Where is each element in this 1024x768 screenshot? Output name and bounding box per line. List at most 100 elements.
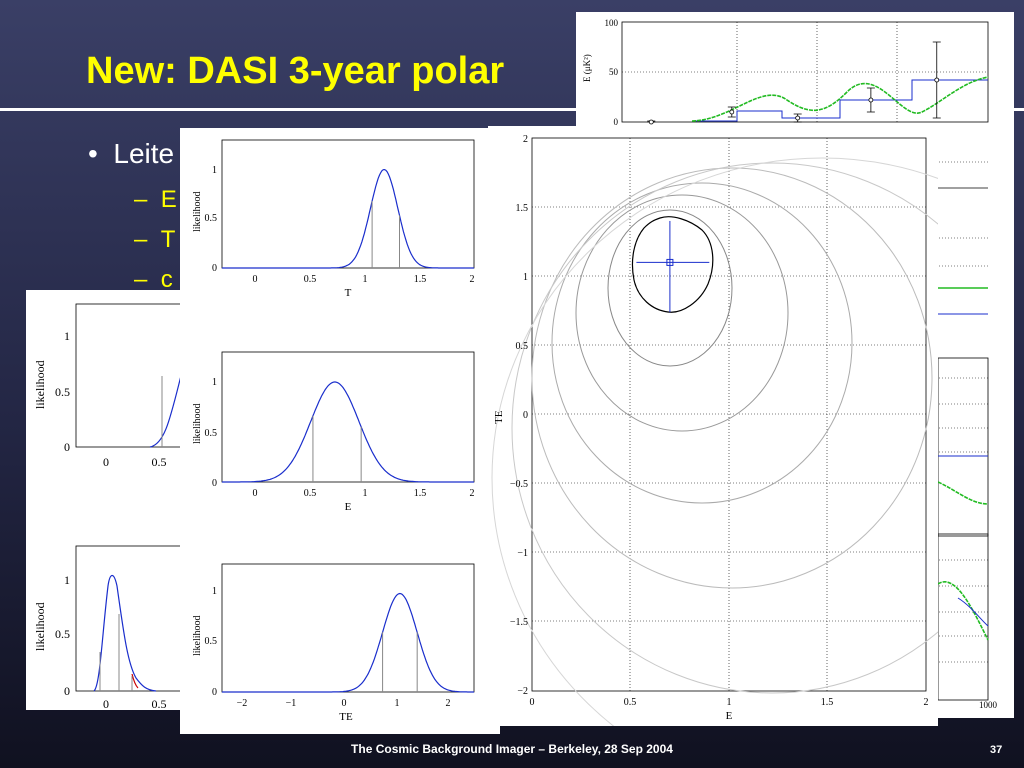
contour-ytick-2: 2 — [523, 134, 528, 145]
e-ylabel: likelihood — [192, 403, 203, 444]
bl-bot-ytick-0: 0 — [64, 684, 70, 698]
e-ytick-05: 0.5 — [205, 428, 218, 439]
spectrum-ytick-50: 50 — [609, 67, 619, 77]
spectrum-grid — [622, 22, 988, 122]
bl-bot-ytick-1: 1 — [64, 573, 70, 587]
e-xtick-05: 0.5 — [304, 488, 317, 499]
spectrum-ytick-0: 0 — [614, 117, 619, 127]
likelihood-figure: 1 0.5 0 0 0.5 1 1.5 2 T likelihood 1 0.5… — [192, 139, 475, 723]
spectrum-point-4 — [868, 97, 874, 103]
spectrum-point-2 — [729, 109, 735, 115]
spectrum-point-3 — [795, 115, 801, 121]
page-number: 37 — [990, 744, 1003, 756]
bl-top-ytick-0: 0 — [64, 440, 70, 454]
e-ytick-1: 1 — [212, 377, 217, 388]
likelihood-panel: 1 0.5 0 0 0.5 1 1.5 2 T likelihood 1 0.5… — [180, 128, 500, 734]
contour-ylabel: TE — [493, 410, 505, 424]
spectrum-bandpower-steps — [692, 79, 988, 122]
sub-item-3: – c — [134, 266, 173, 293]
contour-ytick-05: 0.5 — [516, 341, 529, 352]
spectrum-point-1 — [648, 119, 654, 125]
spectrum-ylabel: E (μK²) — [582, 54, 592, 82]
contour-ytick-1: 1 — [523, 272, 528, 283]
e-xtick-0: 0 — [253, 488, 258, 499]
e-xtick-1: 1 — [363, 488, 368, 499]
slide-title: New: DASI 3-year polar — [86, 50, 505, 92]
t-interval-lines — [371, 201, 400, 268]
sub-item-1-text: E — [160, 186, 177, 213]
bl-top-ytick-05: 0.5 — [55, 385, 70, 399]
contour-ytick-m15: −1.5 — [510, 617, 528, 628]
spectrum-model-curve — [691, 76, 989, 122]
t-subplot: 1 0.5 0 0 0.5 1 1.5 2 T likelihood — [192, 139, 475, 299]
contour-rings — [491, 157, 1024, 768]
t-ylabel: likelihood — [192, 191, 203, 232]
best-fit-point — [666, 258, 674, 266]
t-xlabel: T — [345, 287, 352, 299]
te-ytick-1: 1 — [212, 586, 217, 597]
te-xtick-0: 0 — [342, 698, 347, 709]
contour-ytick-0: 0 — [523, 410, 528, 421]
bl-top-xtick-0: 0 — [103, 455, 109, 469]
t-xtick-1: 1 — [363, 274, 368, 285]
t-ytick-0: 0 — [212, 263, 217, 274]
contour-xtick-2: 2 — [924, 697, 929, 708]
e-ytick-0: 0 — [212, 478, 217, 489]
bl-bot-red-tail — [131, 673, 139, 689]
spectrum-points — [647, 41, 941, 125]
te-xlabel: TE — [339, 711, 353, 723]
contour-xlabel: E — [726, 710, 733, 722]
e-interval-lines — [312, 415, 362, 482]
contour-xtick-1: 1 — [727, 697, 732, 708]
sub-item-1: – E — [134, 186, 177, 213]
t-ytick-05: 0.5 — [205, 213, 218, 224]
bullet-text: Leite — [113, 138, 175, 169]
contour-ytick-15: 1.5 — [516, 203, 529, 214]
contour-xtick-15: 1.5 — [821, 697, 834, 708]
t-xtick-2: 2 — [470, 274, 475, 285]
spectrum-xtick-1000: 1000 — [979, 700, 998, 710]
bl-top-ytick-1: 1 — [64, 329, 70, 343]
t-xtick-0: 0 — [253, 274, 258, 285]
slide-footer: The Cosmic Background Imager – Berkeley,… — [351, 742, 673, 756]
bl-bot-xtick-05: 0.5 — [152, 697, 167, 710]
te-ytick-05: 0.5 — [205, 636, 218, 647]
contour-core-ring — [631, 216, 714, 313]
e-xtick-2: 2 — [470, 488, 475, 499]
t-likelihood-curve — [222, 168, 474, 269]
best-fit-marker — [636, 220, 710, 313]
te-xtick-m2: −2 — [237, 698, 248, 709]
bl-bot-ytick-05: 0.5 — [55, 627, 70, 641]
bullet-item: • Leite — [88, 138, 174, 170]
bl-top-xtick-05: 0.5 — [152, 455, 167, 469]
e-xtick-15: 1.5 — [414, 488, 427, 499]
contour-panel: 2 1.5 1 0.5 0 −0.5 −1 −1.5 −2 0 0.5 1 1.… — [488, 126, 1024, 768]
t-ytick-1: 1 — [212, 165, 217, 176]
contour-ytick-m1: −1 — [517, 548, 528, 559]
contour-grid — [532, 138, 926, 691]
te-subplot: 1 0.5 0 −2 −1 0 1 2 TE likelihood — [192, 563, 475, 723]
t-xtick-15: 1.5 — [414, 274, 427, 285]
te-interval-lines — [382, 632, 418, 692]
bl-bot-xtick-0: 0 — [103, 697, 109, 710]
sub-item-3-text: c — [160, 266, 173, 293]
sub-item-2: – T — [134, 226, 176, 253]
spectrum-figure: 100 50 0 E (μK²) 1000 — [582, 18, 998, 710]
spectrum-point-5 — [934, 77, 940, 83]
e-xlabel: E — [345, 501, 352, 513]
e-subplot: 1 0.5 0 0 0.5 1 1.5 2 E likelihood — [192, 351, 475, 513]
bullet-dot: • — [88, 138, 114, 169]
contour-xtick-05: 0.5 — [624, 697, 637, 708]
contour-ytick-m05: −0.5 — [510, 479, 528, 490]
bl-top-ylabel: likelihood — [33, 360, 47, 409]
te-xtick-m1: −1 — [286, 698, 297, 709]
contour-ytick-m2: −2 — [517, 686, 528, 697]
sub-item-2-text: T — [160, 226, 176, 253]
t-xtick-05: 0.5 — [304, 274, 317, 285]
spectrum-lower-strips: 1000 — [936, 161, 998, 710]
e-likelihood-curve — [222, 381, 474, 483]
te-xtick-1: 1 — [395, 698, 400, 709]
te-likelihood-curve — [222, 592, 474, 693]
contour-figure: 2 1.5 1 0.5 0 −0.5 −1 −1.5 −2 0 0.5 1 1.… — [491, 134, 1024, 768]
te-ylabel: likelihood — [192, 615, 203, 656]
